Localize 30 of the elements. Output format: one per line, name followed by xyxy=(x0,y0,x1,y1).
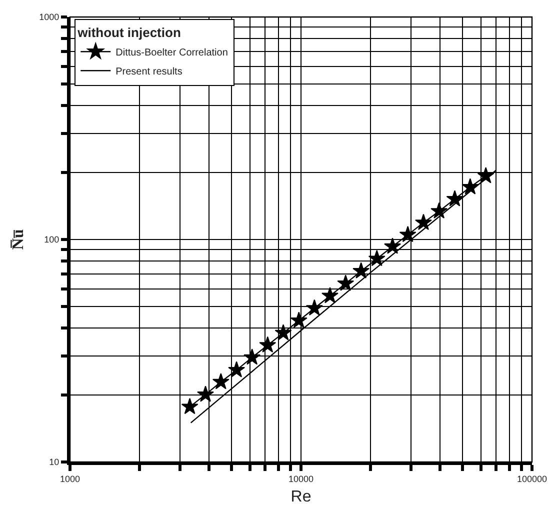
point xyxy=(352,262,370,278)
point xyxy=(244,348,261,365)
y-axis-title: N̅u̅ xyxy=(10,229,28,250)
point xyxy=(368,250,386,266)
x-tick-label: 100000 xyxy=(516,474,548,484)
legend-label: Present results xyxy=(116,66,182,78)
x-tick-label: 10000 xyxy=(288,474,314,484)
legend-title: without injection xyxy=(76,25,181,40)
legend-label: Dittus-Boelter Correlation xyxy=(116,48,228,59)
y-tick-label: 1000 xyxy=(39,12,60,22)
point xyxy=(399,226,416,242)
point xyxy=(337,274,354,291)
point xyxy=(306,299,323,316)
point xyxy=(446,190,464,206)
point xyxy=(414,214,432,230)
y-tick-label: 100 xyxy=(44,234,60,245)
point xyxy=(212,373,230,390)
point xyxy=(197,386,214,402)
point xyxy=(322,286,338,304)
point xyxy=(430,202,448,219)
point xyxy=(228,361,246,378)
point xyxy=(462,178,479,194)
x-tick-label: 1000 xyxy=(60,474,80,484)
y-tick-label: 10 xyxy=(49,457,60,468)
point xyxy=(259,336,276,352)
x-axis-title: Re xyxy=(290,488,312,506)
point xyxy=(290,312,308,328)
point xyxy=(181,398,198,414)
point xyxy=(274,324,292,340)
point xyxy=(384,238,402,254)
